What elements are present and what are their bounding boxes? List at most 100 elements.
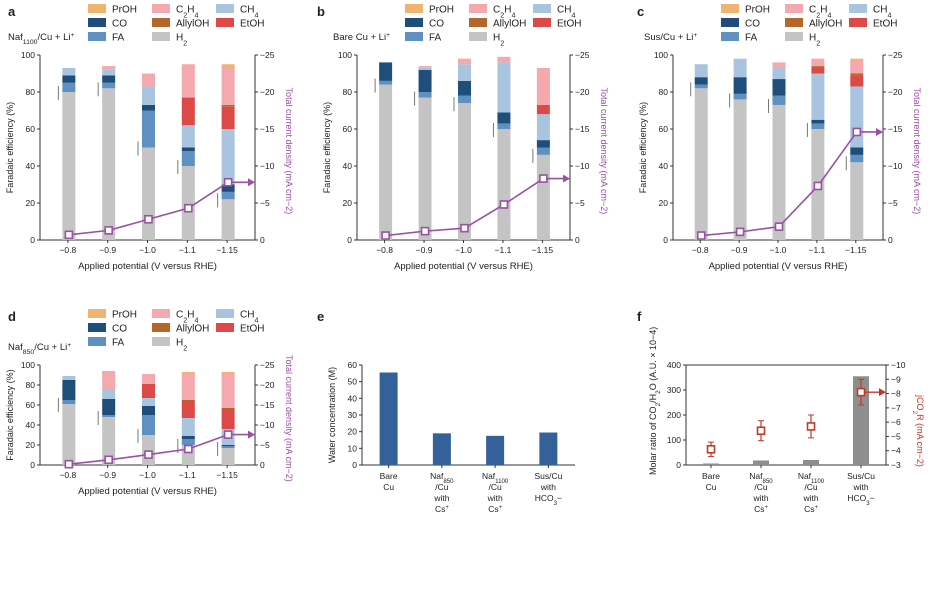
- current-arrowhead-d: [248, 430, 255, 439]
- legend-swatch-etoh: [216, 18, 234, 27]
- legend-label-c2h4: C2H4: [809, 5, 831, 20]
- bar-segment-h2-b: [418, 97, 432, 240]
- bar-segment-h2-c: [694, 88, 708, 240]
- bar-segment-co-c: [850, 147, 864, 155]
- x-tick-label-e: Cs+: [435, 504, 449, 514]
- bar-segment-etoh-b: [536, 104, 550, 115]
- bar-segment-fa-a: [142, 110, 155, 148]
- panel-letter-c: c: [637, 4, 644, 19]
- bar-segment-co-c: [811, 119, 825, 124]
- bar-segment-c2h4-d: [181, 374, 195, 400]
- current-point-c: [696, 231, 706, 240]
- legend-swatch-etoh: [849, 18, 867, 27]
- legend-label-allyloh: AllylOH: [176, 324, 209, 335]
- bar-segment-ch4-a: [62, 67, 76, 76]
- bar-segment-fa-c: [772, 95, 786, 105]
- current-point-a: [223, 177, 233, 187]
- bar-segment-proh-c: [850, 58, 864, 61]
- bar-segment-c2h4-b: [536, 67, 550, 105]
- y2-tick-label-b: −5: [575, 198, 585, 208]
- legend-swatch-fa: [88, 337, 106, 346]
- y-tick-label-e: 30: [348, 410, 358, 420]
- legend-swatch-allyloh: [469, 18, 487, 27]
- legend-swatch-h2: [469, 32, 487, 41]
- bar-segment-h2-d: [102, 417, 116, 465]
- y-tick-label-e: 20: [348, 427, 358, 437]
- legend-swatch-allyloh: [785, 18, 803, 27]
- bar-segment-co-a: [62, 75, 76, 83]
- legend-label-allyloh: AllylOH: [493, 19, 526, 30]
- bar-segment-h2-c: [772, 104, 786, 240]
- current-point-c: [852, 127, 862, 137]
- bar-segment-ch4-b: [536, 114, 550, 141]
- x-tick-label-f: Naf1100: [798, 471, 825, 485]
- legend-swatch-proh: [88, 4, 106, 13]
- legend-label-etoh: EtOH: [557, 19, 581, 30]
- current-point-d: [223, 430, 233, 439]
- legend-label-c2h4: C2H4: [493, 5, 515, 20]
- x-tick-label-e: with: [540, 482, 556, 492]
- bar-segment-h2-a: [102, 88, 116, 240]
- legend-swatch-c2h4: [152, 309, 170, 318]
- y-label-a: Faradaic efficiency (%): [5, 102, 15, 193]
- bar-segment-fa-c: [733, 93, 747, 100]
- x-tick-label-f: with: [752, 493, 768, 503]
- x-tick-label-f: /Cu: [754, 482, 768, 492]
- y2-tick-label-b: 0: [575, 235, 580, 245]
- x-tick-label-f: Naf850: [749, 471, 773, 485]
- y-tick-label-b: 0: [347, 235, 352, 245]
- legend-swatch-allyloh: [152, 18, 170, 27]
- y-tick-label-e: 0: [352, 460, 357, 470]
- legend-swatch-co: [88, 18, 106, 27]
- x-tick-label-c: −0.9: [731, 245, 748, 255]
- bar-segment-proh-d: [221, 372, 235, 373]
- legend-label-etoh: EtOH: [240, 19, 264, 30]
- legend-label-proh: PrOH: [745, 5, 770, 16]
- y-tick-label-c: 20: [659, 198, 669, 208]
- legend-label-co: CO: [112, 324, 127, 335]
- bar-segment-co-a: [142, 104, 155, 111]
- panel-title-a: Naf1100/Cu + Li+: [8, 32, 75, 46]
- bar-segment-co-c: [772, 79, 786, 96]
- legend-label-fa: FA: [112, 33, 125, 44]
- bar-segment-c2h4-a: [181, 64, 195, 98]
- bar-segment-ch4-b: [458, 64, 471, 81]
- x-tick-label-e: Cs+: [488, 504, 502, 514]
- y2-tick-label-d: 0: [260, 460, 265, 470]
- bar-segment-ch4-d: [102, 390, 116, 399]
- x-label-c: Applied potential (V versus RHE): [709, 261, 848, 272]
- bar-segment-co-a: [181, 147, 195, 152]
- current-point-c: [735, 227, 745, 237]
- bar-segment-fa-b: [536, 147, 550, 155]
- y-tick-label-d: 60: [26, 400, 36, 410]
- bar-segment-co-b: [536, 140, 550, 148]
- bar-segment-ch4-a: [142, 86, 155, 105]
- y-tick-label-c: 0: [663, 235, 668, 245]
- legend-label-allyloh: AllylOH: [176, 19, 209, 30]
- legend-swatch-etoh: [216, 323, 234, 332]
- x-tick-label-f: Cs+: [754, 504, 768, 514]
- legend-swatch-ch4: [216, 309, 234, 318]
- panel-letter-d: d: [8, 309, 16, 324]
- water-bar: [379, 372, 398, 465]
- x-tick-label-a: −1.15: [216, 245, 238, 255]
- bar-segment-ch4-d: [142, 398, 155, 406]
- bar-segment-h2-a: [181, 166, 195, 240]
- bar-segment-co-a: [102, 75, 116, 83]
- bar-segment-co-b: [418, 69, 432, 92]
- bar-segment-fa-b: [497, 123, 511, 129]
- bar-segment-co-d: [142, 406, 155, 415]
- x-tick-label-c: −1.15: [845, 245, 867, 255]
- x-tick-label-a: −1.0: [139, 245, 156, 255]
- legend-swatch-co: [721, 18, 739, 27]
- x-tick-label-f: HCO3−: [847, 493, 874, 507]
- y2-label-b: Total current density (mA cm−2): [599, 88, 609, 215]
- bar-segment-c2h4-d: [102, 371, 116, 390]
- y2-tick-label-f: −8: [891, 389, 901, 399]
- bar-segment-co-d: [102, 399, 116, 415]
- x-tick-label-b: −0.8: [376, 245, 393, 255]
- y2-tick-label-a: −25: [260, 50, 275, 60]
- x-tick-label-d: −0.9: [99, 470, 116, 480]
- bar-segment-fa-b: [379, 80, 393, 85]
- x-tick-label-d: −1.1: [179, 470, 196, 480]
